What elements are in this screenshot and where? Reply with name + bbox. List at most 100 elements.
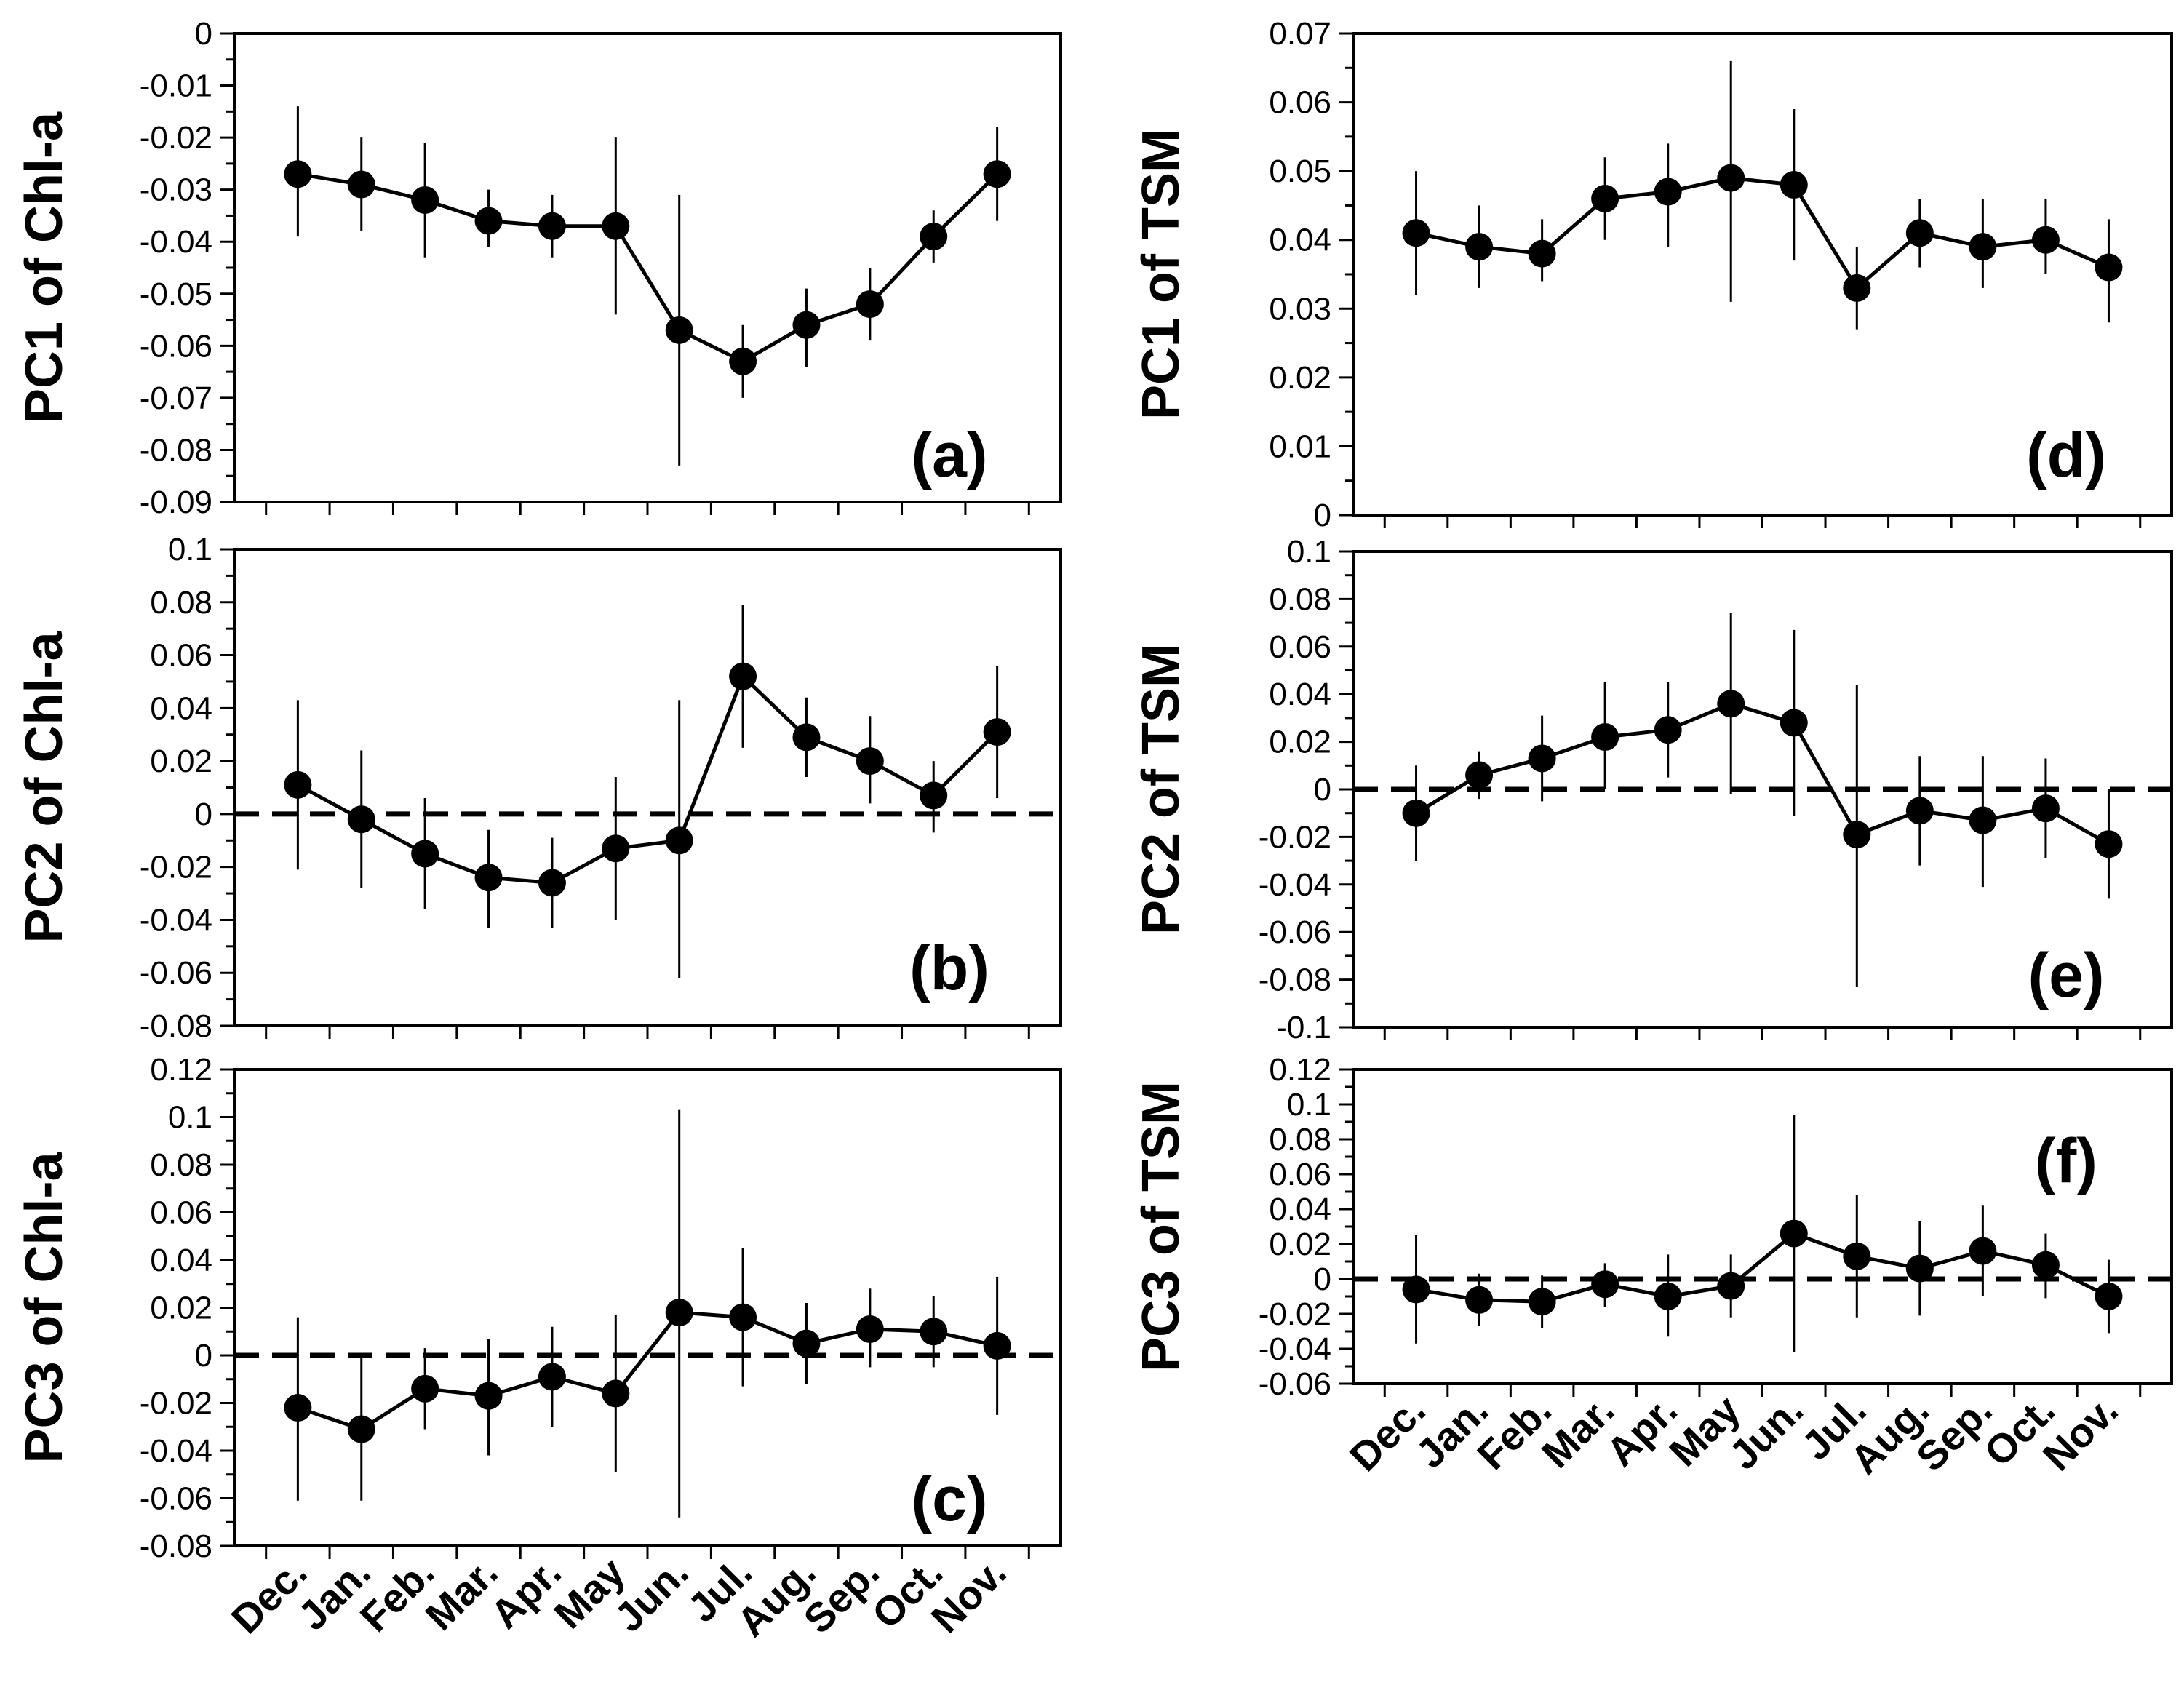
y-tick-label: -0.08 (140, 1008, 212, 1044)
data-point (1905, 1254, 1934, 1283)
data-point (1969, 806, 1997, 834)
data-point (1402, 1275, 1430, 1304)
y-tick-label: -0.06 (1259, 914, 1331, 950)
y-tick-label: 0.05 (1269, 154, 1331, 189)
y-tick-label: -0.02 (140, 1386, 212, 1422)
data-point (1402, 219, 1430, 247)
data-point (983, 718, 1011, 746)
data-point (538, 869, 566, 897)
y-axis-label: PC2 of TSM (1132, 644, 1190, 935)
data-point (411, 840, 439, 868)
y-axis-label: PC1 of TSM (1132, 129, 1190, 420)
y-tick-label: 0.02 (150, 1291, 212, 1326)
y-tick-label: -0.03 (140, 172, 212, 208)
y-tick-label: 0.02 (1269, 1227, 1331, 1262)
y-tick-label: 0.08 (1269, 581, 1331, 617)
panel-label: (a) (911, 420, 987, 490)
y-tick-label: 0.1 (168, 532, 212, 567)
y-tick-label: 0 (1314, 1261, 1331, 1297)
y-tick-label: -0.04 (1259, 867, 1331, 903)
y-tick-label: 0.08 (150, 1147, 212, 1183)
data-point (284, 770, 312, 799)
y-tick-label: 0.12 (150, 1052, 212, 1088)
data-point (729, 662, 757, 690)
data-point (983, 1331, 1011, 1360)
y-tick-label: 0.08 (1269, 1122, 1331, 1157)
data-point (1591, 1270, 1619, 1299)
data-point (1654, 178, 1682, 206)
data-point (474, 864, 503, 892)
panel-label: (e) (2028, 941, 2104, 1011)
series-line (297, 172, 999, 364)
data-point (856, 290, 884, 319)
y-tick-label: -0.05 (140, 276, 212, 312)
y-tick-label: 0.07 (1269, 16, 1331, 52)
chart-panel-a: 0 -0.01 -0.02 -0.03 -0.04 -0.05 -0.06 -0.07 -0.0… (15, 16, 1062, 520)
y-tick-label: -0.02 (1259, 819, 1331, 855)
data-point (792, 311, 821, 339)
data-point (1905, 219, 1934, 247)
data-point (1402, 799, 1430, 827)
data-point (1905, 797, 1934, 825)
data-point (665, 1299, 693, 1327)
y-tick-label: -0.04 (1259, 1331, 1331, 1367)
y-tick-label: -0.08 (1259, 962, 1331, 998)
y-tick-label: -0.06 (140, 1481, 212, 1517)
data-point (1843, 821, 1871, 849)
data-point (1591, 723, 1619, 752)
data-point (602, 834, 630, 863)
series-line (297, 1310, 998, 1432)
y-tick-label: -0.01 (140, 68, 212, 104)
data-point (538, 212, 566, 240)
y-tick-label: 0.06 (1269, 629, 1331, 665)
y-tick-label: 0.04 (1269, 1192, 1331, 1227)
y-tick-label: 0.02 (150, 744, 212, 779)
data-point (602, 1379, 630, 1408)
data-point (856, 1315, 884, 1343)
y-tick-label: -0.06 (140, 328, 212, 364)
y-tick-label: 0.04 (1269, 677, 1331, 712)
chart-panel-e: 0.1 0.08 0.06 0.04 0.02 0 -0.02 -0.04 -0.06 -0.08… (1132, 534, 2173, 1045)
data-point (1465, 1286, 1494, 1314)
y-tick-label: -0.06 (140, 955, 212, 991)
data-point (1528, 744, 1556, 773)
data-point (2095, 253, 2123, 282)
panel-label: (d) (2026, 420, 2106, 490)
plot-frame (1352, 1068, 2173, 1385)
y-tick-label: 0.03 (1269, 291, 1331, 327)
data-point (411, 1374, 439, 1403)
data-point (1654, 716, 1682, 744)
series-line (297, 674, 999, 885)
y-tick-label: 0 (1314, 772, 1331, 808)
y-tick-label: -0.04 (140, 902, 212, 938)
data-point (1969, 1237, 1997, 1265)
data-point (1528, 1288, 1556, 1316)
data-point (920, 223, 948, 251)
chart-panel-f: 0.120.10.080.060.040.020-0.02-0.04-0.06 P… (1132, 1052, 2173, 1483)
y-tick-label: 0.06 (150, 638, 212, 674)
data-point (729, 1303, 757, 1331)
data-point (792, 723, 821, 752)
data-point (2031, 794, 2060, 823)
y-tick-label: 0.1 (168, 1100, 212, 1136)
y-tick-label: 0.1 (1287, 1087, 1331, 1123)
data-point (284, 160, 312, 188)
panel-label: (c) (911, 1464, 987, 1534)
series-line (1416, 176, 2110, 290)
y-tick-label: 0.02 (1269, 725, 1331, 760)
y-axis-label: PC3 of Chl-a (15, 1152, 73, 1464)
data-point (474, 1382, 503, 1410)
data-point (347, 170, 375, 199)
data-point (1654, 1283, 1682, 1310)
data-point (284, 1394, 312, 1422)
y-tick-label: -0.04 (140, 224, 212, 260)
chart-panel-b: 0.1 0.08 0.06 0.04 0.02 0 -0.02 -0.04 -0.06 -0.08… (15, 532, 1062, 1044)
data-point (920, 1318, 948, 1346)
panel-label: (b) (909, 933, 989, 1003)
data-point (856, 747, 884, 776)
y-tick-label: -0.04 (140, 1433, 212, 1469)
data-point (983, 160, 1011, 188)
y-tick-label: -0.09 (140, 485, 212, 520)
y-tick-label: -0.08 (140, 1528, 212, 1564)
